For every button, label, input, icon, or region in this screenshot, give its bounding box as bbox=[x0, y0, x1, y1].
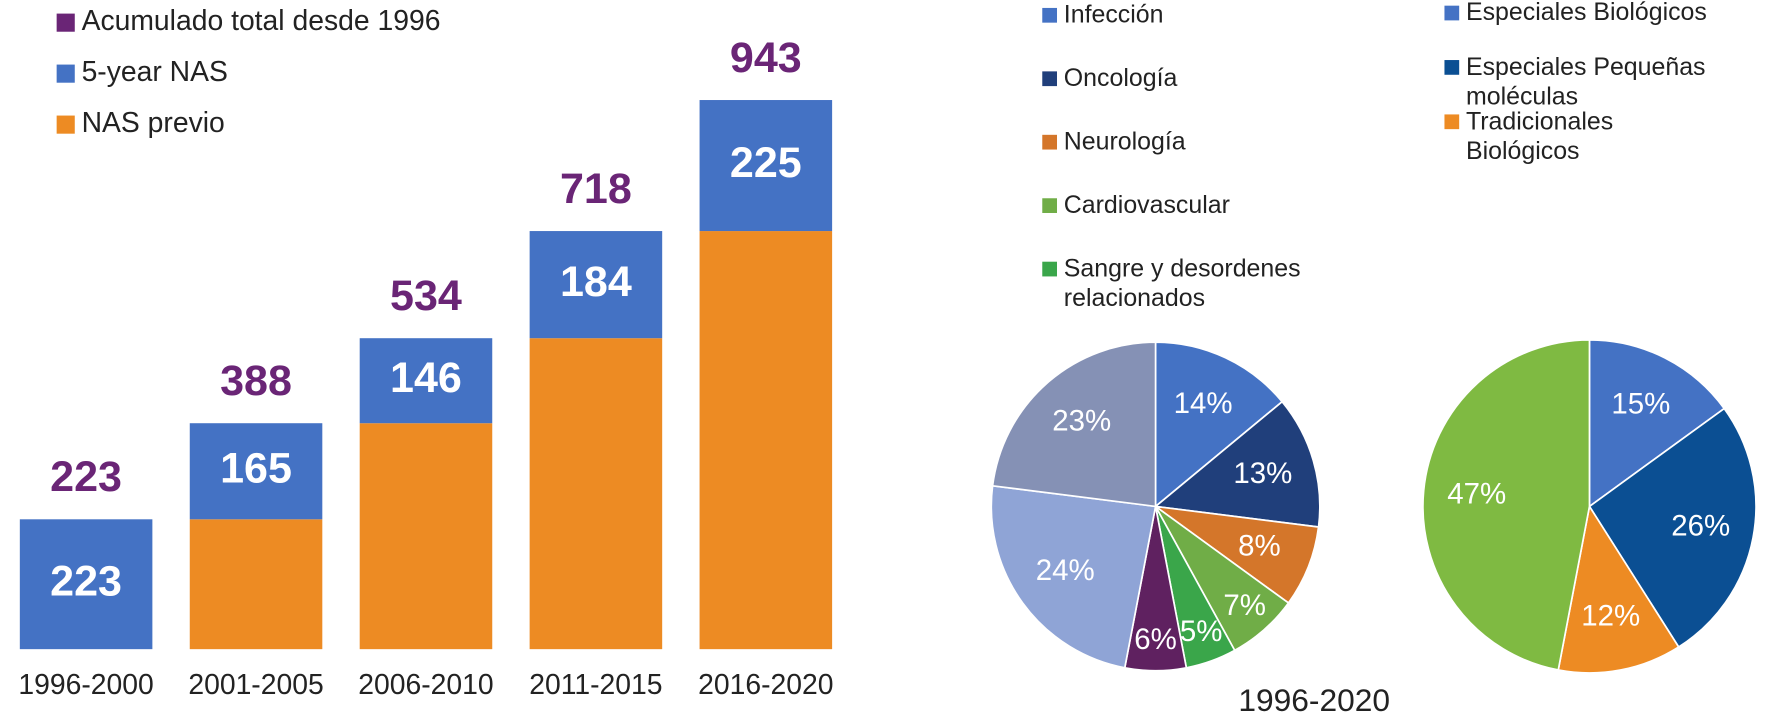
pie-title: 1996-2020 bbox=[1238, 682, 1390, 716]
bar-segment bbox=[529, 231, 663, 339]
legend-swatch bbox=[1042, 261, 1058, 277]
legend-swatch bbox=[56, 115, 75, 134]
legend-swatch bbox=[56, 64, 75, 83]
pie-slice bbox=[990, 484, 1157, 669]
slice-label: 8% bbox=[1238, 529, 1281, 562]
bar-value-label: 184 bbox=[560, 258, 632, 306]
legend-swatch bbox=[1444, 60, 1460, 75]
legend-swatch bbox=[1042, 7, 1058, 23]
bar-segment bbox=[699, 100, 833, 232]
bar-segment bbox=[359, 338, 493, 424]
bar-segment bbox=[359, 423, 493, 650]
bar-value-label: 165 bbox=[220, 445, 292, 493]
pie-slice bbox=[991, 341, 1157, 508]
bar-value-label: 223 bbox=[50, 558, 122, 606]
legend-label: Sangre y desordenes relacionados bbox=[1064, 254, 1301, 311]
slice-label: 12% bbox=[1581, 599, 1640, 632]
legend-label: Cardiovascular bbox=[1064, 191, 1230, 219]
slice-label: 14% bbox=[1174, 387, 1233, 420]
legend-label: Acumulado total desde 1996 bbox=[82, 5, 441, 37]
bar-segment bbox=[529, 338, 663, 650]
total-label: 388 bbox=[220, 357, 292, 405]
slice-label: 13% bbox=[1233, 457, 1292, 490]
slice-label: 7% bbox=[1223, 589, 1266, 622]
legend-label: Tradicionales Biológicos bbox=[1466, 107, 1613, 164]
bar-segment bbox=[189, 423, 323, 520]
slice-label: 15% bbox=[1611, 387, 1670, 420]
x-tick-label: 2001-2005 bbox=[188, 669, 323, 701]
pie-slice bbox=[1588, 407, 1757, 649]
bar-segment bbox=[189, 519, 323, 650]
slice-label: 23% bbox=[1052, 404, 1111, 437]
pie-slice bbox=[1154, 341, 1284, 509]
bar-value-label: 146 bbox=[390, 354, 462, 402]
total-label: 943 bbox=[730, 34, 802, 82]
pie-slice bbox=[1588, 339, 1726, 509]
slice-label: 24% bbox=[1036, 554, 1095, 587]
bar-segment bbox=[699, 231, 833, 650]
slice-label: 5% bbox=[1180, 615, 1223, 648]
total-label: 223 bbox=[50, 453, 122, 501]
legend-label: Infección bbox=[1064, 0, 1164, 28]
legend-swatch bbox=[1042, 134, 1058, 150]
legend-label: 5-year NAS bbox=[82, 56, 228, 88]
legend-label: Oncología bbox=[1064, 64, 1178, 92]
pie-slice bbox=[1153, 400, 1321, 528]
x-tick-label: 2016-2020 bbox=[698, 669, 833, 701]
legend-swatch bbox=[1444, 114, 1460, 130]
legend-swatch bbox=[1042, 198, 1058, 213]
legend-label: NAS previo bbox=[82, 107, 225, 139]
x-tick-label: 2011-2015 bbox=[529, 669, 662, 701]
pie-slice bbox=[1422, 339, 1591, 671]
bar-value-label: 225 bbox=[730, 139, 802, 187]
legend-label: Especiales Biológicos bbox=[1466, 0, 1707, 26]
legend-label: Neurología bbox=[1064, 127, 1186, 155]
legend-swatch bbox=[1444, 5, 1460, 21]
legend-swatch bbox=[56, 13, 75, 32]
slice-label: 26% bbox=[1671, 509, 1730, 542]
legend-swatch bbox=[1042, 71, 1058, 87]
total-label: 718 bbox=[560, 165, 632, 213]
x-tick-label: 2006-2010 bbox=[358, 669, 493, 701]
slice-label: 6% bbox=[1134, 623, 1177, 656]
bar-segment bbox=[19, 519, 153, 650]
total-label: 534 bbox=[390, 272, 462, 320]
legend-label: Especiales Pequeñas moléculas bbox=[1466, 53, 1706, 110]
x-tick-label: 1996-2000 bbox=[18, 669, 153, 701]
slice-label: 47% bbox=[1447, 478, 1506, 511]
pie-slice bbox=[1557, 504, 1680, 674]
